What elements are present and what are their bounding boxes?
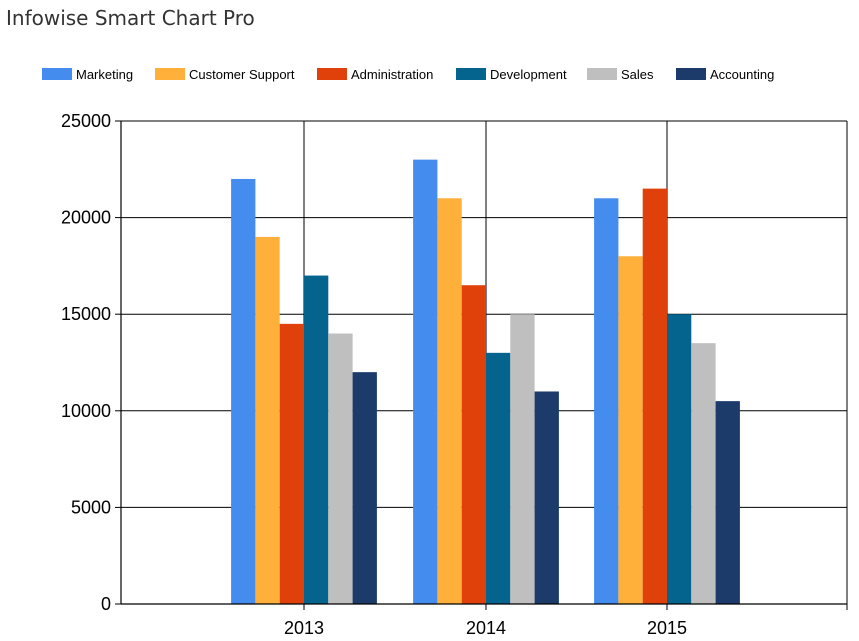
- legend-label: Customer Support: [189, 67, 295, 82]
- legend-swatch: [676, 68, 706, 80]
- legend-label: Development: [490, 67, 567, 82]
- legend-swatch: [317, 68, 347, 80]
- bar-accounting-2013: [352, 372, 377, 604]
- bar-development-2015: [667, 314, 692, 604]
- y-tick-label: 15000: [61, 304, 111, 324]
- y-tick-label: 5000: [71, 497, 111, 517]
- legend-swatch: [587, 68, 617, 80]
- y-tick-label: 20000: [61, 208, 111, 228]
- x-tick-label: 2015: [647, 618, 687, 638]
- bar-sales-2014: [510, 314, 535, 604]
- legend-label: Sales: [621, 67, 654, 82]
- bar-administration-2014: [461, 285, 486, 604]
- chart-tick-labels: 0 5000 10000 15000 20000 25000 2013 2014 2015: [61, 111, 687, 638]
- bar-marketing-2013: [231, 178, 256, 604]
- chart-bars: [231, 159, 740, 605]
- y-tick-label: 0: [101, 594, 111, 614]
- bar-sales-2015: [691, 343, 716, 604]
- bar-customer-support-2015: [618, 256, 643, 604]
- y-tick-label: 10000: [61, 401, 111, 421]
- chart-axes: [120, 121, 848, 610]
- chart-legend: Marketing Customer Support Administration D…: [42, 67, 774, 82]
- legend-swatch: [456, 68, 486, 80]
- bar-customer-support-2014: [437, 198, 462, 604]
- bar-administration-2015: [642, 188, 667, 604]
- bar-accounting-2014: [534, 391, 559, 604]
- page-title: Infowise Smart Chart Pro: [6, 6, 255, 30]
- x-tick-label: 2014: [466, 618, 506, 638]
- bar-marketing-2014: [413, 159, 438, 604]
- legend-label: Accounting: [710, 67, 774, 82]
- legend-label: Administration: [351, 67, 433, 82]
- x-tick-label: 2013: [284, 618, 324, 638]
- bar-marketing-2015: [594, 198, 619, 604]
- bar-development-2013: [304, 275, 329, 604]
- bar-customer-support-2013: [255, 236, 280, 605]
- bar-development-2014: [486, 352, 511, 604]
- legend-swatch: [155, 68, 185, 80]
- bar-administration-2013: [279, 323, 304, 604]
- legend-swatch: [42, 68, 72, 80]
- y-tick-label: 25000: [61, 111, 111, 131]
- bar-sales-2013: [328, 333, 353, 604]
- bar-accounting-2015: [715, 401, 740, 604]
- legend-label: Marketing: [76, 67, 133, 82]
